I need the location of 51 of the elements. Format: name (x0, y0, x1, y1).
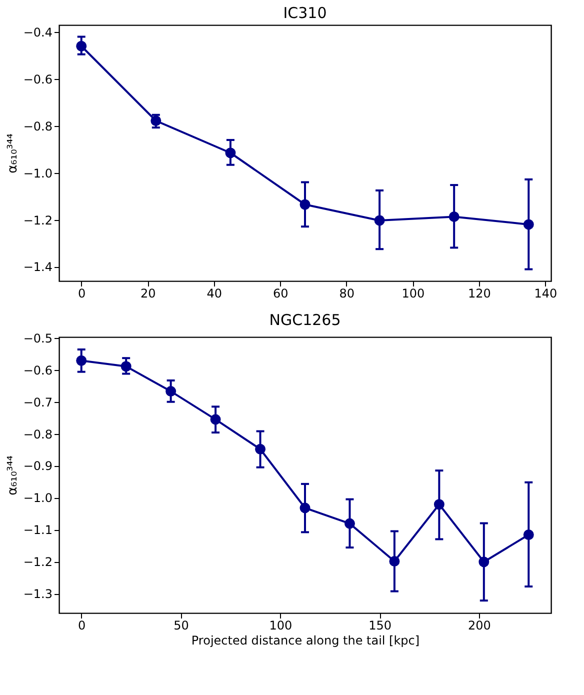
x-tick-label: 200 (468, 618, 491, 632)
point (344, 518, 355, 529)
point (389, 556, 400, 566)
x-tick-label: 120 (468, 286, 491, 300)
x-tick-label: 0 (78, 286, 86, 300)
y-tick-label: −0.6 (23, 363, 52, 378)
x-tick-label: 100 (269, 618, 292, 632)
point (76, 40, 87, 52)
point (76, 355, 87, 366)
point (300, 199, 310, 210)
point (478, 556, 490, 568)
point (448, 211, 460, 222)
y-axis-title: α₆₁₀³⁴⁴ (5, 134, 20, 174)
point (150, 116, 162, 126)
x-tick-label: 80 (339, 286, 355, 300)
x-tick-label: 60 (273, 286, 288, 300)
y-tick-label: −1.0 (23, 491, 52, 506)
x-tick-label: 150 (368, 618, 392, 632)
x-tick-label: 40 (206, 286, 222, 300)
y-tick-label: −0.5 (23, 331, 52, 346)
x-tick-label: 0 (78, 618, 86, 632)
y-tick-label: −0.8 (23, 427, 52, 442)
x-tick-label: 100 (402, 286, 425, 300)
y-tick-label: −1.2 (23, 213, 52, 228)
point (210, 414, 221, 425)
point (374, 215, 385, 226)
y-tick-label: −0.4 (23, 26, 52, 40)
y-tick-label: −1.1 (23, 523, 52, 538)
point (434, 499, 444, 510)
point (255, 444, 266, 454)
point (120, 361, 132, 372)
point (523, 219, 534, 230)
y-axis-title: α₆₁₀³⁴⁴ (5, 456, 20, 496)
x-tick-label: 20 (140, 286, 156, 300)
y-tick-label: −1.0 (23, 166, 52, 180)
x-tick-label: 140 (534, 286, 558, 300)
point (225, 148, 236, 158)
x-axis-title: Projected distance along the tail [kpc] (191, 634, 420, 648)
y-tick-label: −1.4 (23, 260, 52, 274)
chart-title: IC310 (283, 4, 327, 22)
point (300, 502, 310, 514)
y-tick-label: −0.7 (23, 395, 52, 410)
point (523, 530, 534, 540)
x-tick-label: 50 (174, 618, 189, 632)
chart-title: NGC1265 (269, 310, 341, 329)
y-tick-label: −0.6 (23, 72, 52, 86)
y-tick-label: −1.2 (23, 555, 52, 570)
y-tick-label: −0.8 (23, 119, 52, 134)
point (166, 386, 176, 397)
y-tick-label: −0.9 (23, 459, 52, 474)
y-tick-label: −1.3 (23, 587, 52, 602)
